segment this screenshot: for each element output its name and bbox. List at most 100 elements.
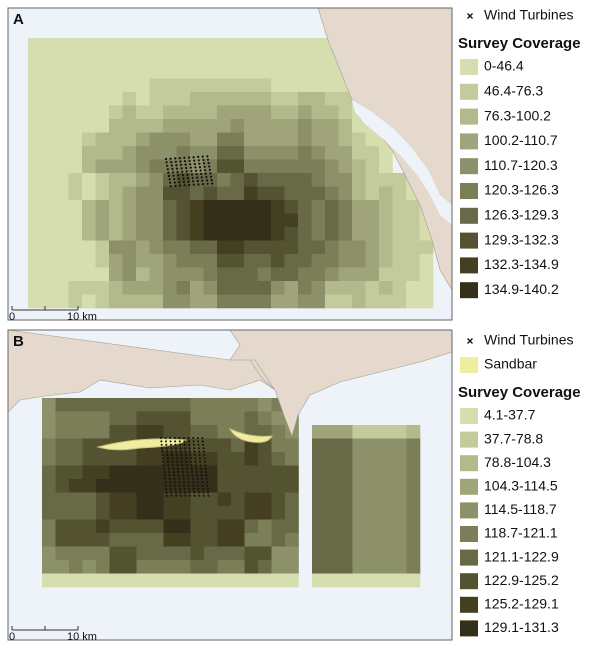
coverage-cell — [257, 267, 272, 282]
coverage-cell — [230, 146, 245, 160]
coverage-cell — [392, 200, 407, 214]
coverage-cell — [204, 411, 218, 426]
coverage-cell — [284, 294, 299, 309]
turbine — [201, 183, 205, 186]
coverage-cell — [149, 78, 164, 93]
coverage-cell — [136, 465, 151, 480]
turbine — [196, 474, 199, 477]
coverage-cell — [109, 281, 123, 295]
coverage-cell — [177, 452, 191, 466]
coverage-cell — [244, 240, 258, 255]
turbine — [193, 162, 196, 166]
coverage-cell — [177, 533, 191, 547]
coverage-cell — [82, 519, 97, 534]
coverage-cell — [203, 65, 218, 79]
turbine — [179, 443, 182, 446]
coverage-cell — [95, 78, 110, 93]
turbine — [203, 460, 206, 463]
coverage-cell — [68, 119, 83, 133]
turbine — [182, 177, 185, 180]
turbine — [184, 447, 187, 450]
coverage-cell — [176, 78, 191, 93]
coverage-cell — [122, 65, 137, 79]
legend-swatch — [460, 83, 478, 100]
coverage-cell — [163, 132, 177, 147]
turbine — [170, 450, 173, 453]
coverage-cell — [55, 92, 69, 106]
turbine — [202, 447, 205, 450]
coverage-cell — [82, 173, 96, 187]
turbine — [169, 481, 172, 484]
coverage-cell — [244, 132, 258, 147]
coverage-cell — [123, 411, 137, 426]
turbine — [174, 157, 177, 160]
coverage-cell — [230, 213, 245, 228]
coverage-cell — [271, 267, 285, 282]
turbine — [174, 440, 177, 443]
turbine — [189, 163, 192, 166]
coverage-cell — [406, 438, 421, 453]
coverage-cell — [176, 281, 191, 295]
coverage-cell — [190, 281, 204, 295]
coverage-cell — [217, 213, 231, 228]
coverage-cell — [365, 281, 380, 295]
coverage-cell — [257, 146, 272, 160]
coverage-cell — [190, 546, 205, 561]
coverage-cell — [352, 254, 366, 268]
legend: Wind Turbines Survey Coverage 0-46.4 46.4-7… — [458, 7, 581, 637]
coverage-cell — [55, 560, 70, 574]
turbine — [171, 171, 175, 174]
coverage-cell — [352, 267, 366, 282]
turbine — [178, 157, 181, 160]
coverage-cell — [123, 425, 137, 439]
turbine — [166, 454, 169, 456]
legend-swatch — [460, 408, 478, 424]
coverage-cell — [95, 159, 110, 174]
coverage-cell — [41, 254, 56, 268]
coverage-cell — [352, 159, 366, 174]
coverage-cell — [217, 533, 232, 547]
coverage-cell — [136, 105, 150, 120]
turbine — [169, 488, 172, 490]
coverage-cell — [163, 267, 177, 282]
turbine — [170, 164, 173, 167]
coverage-cell — [230, 51, 245, 66]
coverage-cell — [96, 479, 110, 493]
coverage-cell — [325, 465, 340, 480]
coverage-cell — [42, 533, 56, 547]
coverage-cell — [285, 546, 299, 561]
coverage-cell — [338, 132, 353, 147]
coverage-cell — [338, 186, 353, 201]
turbine — [194, 457, 197, 460]
coverage-cell — [312, 560, 326, 574]
turbine — [174, 184, 177, 187]
coverage-cell — [42, 465, 56, 480]
coverage-cell — [95, 294, 110, 309]
coverage-cell — [312, 573, 326, 588]
coverage-cell — [379, 465, 394, 480]
coverage-cell — [204, 546, 218, 561]
turbine — [196, 176, 199, 179]
coverage-cell — [95, 267, 110, 282]
coverage-cell — [284, 132, 299, 147]
coverage-cell — [149, 38, 164, 52]
coverage-cell — [55, 186, 69, 201]
coverage-cell — [55, 254, 69, 268]
sandbar — [228, 427, 273, 443]
coverage-cell — [217, 65, 231, 79]
coverage-cell — [392, 294, 407, 309]
coverage-cell — [96, 465, 110, 480]
coverage-cell — [339, 519, 353, 534]
turbine — [199, 169, 202, 172]
turbine — [186, 173, 189, 176]
coverage-cell — [69, 398, 83, 412]
coverage-cell — [325, 119, 339, 133]
turbine — [206, 158, 210, 161]
coverage-cell — [244, 65, 258, 79]
turbine — [170, 447, 173, 450]
coverage-cell — [406, 200, 420, 214]
coverage-cell — [122, 38, 137, 52]
coverage-cell — [68, 159, 83, 174]
turbine — [164, 481, 167, 484]
turbine — [182, 180, 186, 183]
